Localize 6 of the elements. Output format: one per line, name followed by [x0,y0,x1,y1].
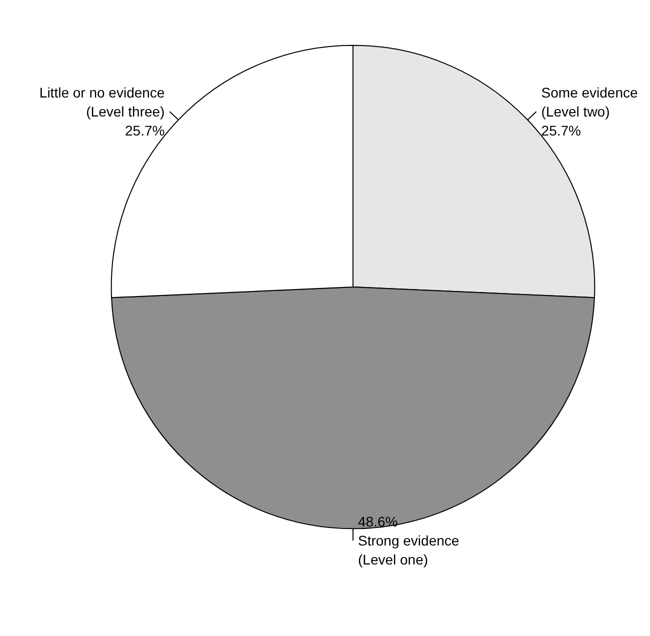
slice-label: Little or no evidence (Level three) [39,84,165,120]
data-label: 25.7% [541,122,581,139]
slice-label: Strong evidence (Level one) [358,532,460,568]
slice-label: Some evidence (Level two) [541,84,638,120]
data-label: 25.7% [125,122,165,139]
data-label: 48.6% [358,514,398,530]
